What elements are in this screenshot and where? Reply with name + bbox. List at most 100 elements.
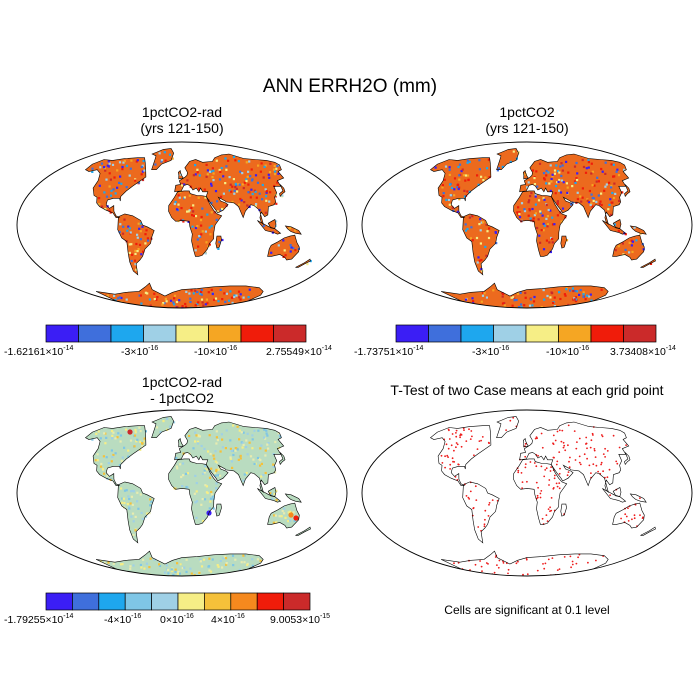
texture-cell — [264, 449, 267, 452]
texture-cell — [603, 189, 606, 192]
north-america-fill — [85, 157, 146, 218]
significance-dot — [525, 558, 528, 561]
south-america-outline — [117, 481, 155, 544]
texture-cell — [268, 171, 272, 174]
texture-cell — [275, 167, 278, 170]
texture-cell — [219, 450, 222, 453]
texture-cell — [217, 565, 220, 568]
texture-cell — [103, 561, 107, 564]
texture-cell — [292, 511, 295, 514]
texture-cell — [209, 500, 212, 503]
texture-cell — [559, 297, 562, 301]
texture-cell — [127, 455, 130, 458]
texture-cell — [91, 438, 94, 441]
texture-cell — [265, 190, 268, 193]
japan-outline — [279, 184, 286, 198]
texture-cell — [176, 572, 179, 575]
map-4-content — [429, 416, 656, 576]
texture-cell — [176, 306, 179, 308]
significance-dot — [469, 490, 472, 493]
texture-cell — [582, 291, 585, 294]
texture-cell — [623, 168, 626, 171]
texture-cell — [213, 457, 216, 460]
significance-dot — [563, 444, 566, 447]
significance-dot — [539, 496, 542, 499]
significance-dot — [612, 434, 615, 437]
texture-cell — [560, 162, 563, 165]
panel2-cbar-max-label: 3.73408×10-14 — [610, 345, 676, 358]
texture-cell — [479, 242, 482, 245]
texture-cell — [468, 190, 471, 193]
texture-cell — [494, 231, 497, 234]
texture-cell — [233, 294, 236, 297]
texture-cell — [139, 294, 142, 297]
significance-dot — [625, 515, 628, 518]
significance-dot — [524, 455, 527, 458]
texture-cell — [283, 512, 286, 515]
texture-cell — [556, 200, 559, 203]
texture-cell — [112, 562, 115, 565]
significance-dot — [583, 453, 586, 456]
texture-cell — [551, 237, 554, 241]
texture-cell — [128, 497, 131, 501]
africa-outline — [168, 458, 223, 525]
texture-cell — [111, 455, 114, 458]
texture-cell — [208, 507, 211, 510]
texture-cell — [125, 489, 128, 492]
texture-cell — [180, 475, 183, 479]
texture-cell — [267, 447, 270, 450]
texture-cell — [520, 306, 523, 308]
texture-cell — [586, 199, 589, 202]
texture-cell — [233, 192, 236, 195]
texture-cell — [127, 495, 130, 498]
colorbar-box — [45, 592, 73, 611]
texture-cell — [129, 502, 132, 505]
texture-cell — [575, 161, 578, 165]
texture-cell — [458, 186, 461, 189]
texture-cell — [143, 575, 146, 576]
texture-cell — [478, 159, 481, 162]
texture-cell — [213, 298, 216, 301]
texture-cell — [501, 302, 505, 305]
texture-cell — [239, 170, 242, 173]
significance-dot — [552, 442, 554, 445]
texture-cell — [119, 563, 123, 566]
africa-outline — [513, 458, 568, 525]
texture-cell — [281, 194, 284, 197]
north-america-fill — [430, 425, 491, 486]
texture-cell — [196, 168, 199, 171]
texture-cell — [204, 196, 207, 199]
texture-cell — [192, 292, 195, 295]
texture-cell — [549, 296, 552, 299]
colorbar-box — [525, 324, 559, 343]
texture-cell — [463, 195, 466, 198]
texture-cell — [118, 296, 121, 299]
texture-cell — [200, 224, 203, 227]
significance-dot — [456, 443, 459, 446]
uk-outline — [177, 170, 184, 180]
texture-cell — [95, 432, 98, 435]
uk-outline — [522, 170, 529, 180]
significance-dot — [589, 446, 592, 449]
texture-cell — [441, 186, 444, 189]
texture-cell — [306, 263, 309, 266]
texture-cell — [519, 291, 522, 294]
texture-cell — [272, 463, 275, 466]
panel1-cbar-min-label: -1.62161×10-14 — [4, 345, 74, 358]
significance-dot — [578, 461, 581, 464]
texture-cell — [597, 180, 600, 183]
texture-cell — [189, 297, 192, 300]
texture-cell — [208, 170, 211, 173]
texture-cell — [190, 206, 193, 210]
texture-cell — [600, 167, 603, 171]
texture-cell — [216, 210, 219, 213]
africa-fill — [168, 458, 222, 525]
texture-cell — [642, 248, 645, 251]
texture-cell — [215, 436, 218, 439]
texture-cell — [554, 185, 558, 188]
significance-dot — [447, 428, 450, 431]
texture-cell — [591, 184, 594, 187]
texture-cell — [549, 209, 552, 212]
significance-dot — [553, 474, 556, 477]
texture-cell — [136, 500, 139, 503]
